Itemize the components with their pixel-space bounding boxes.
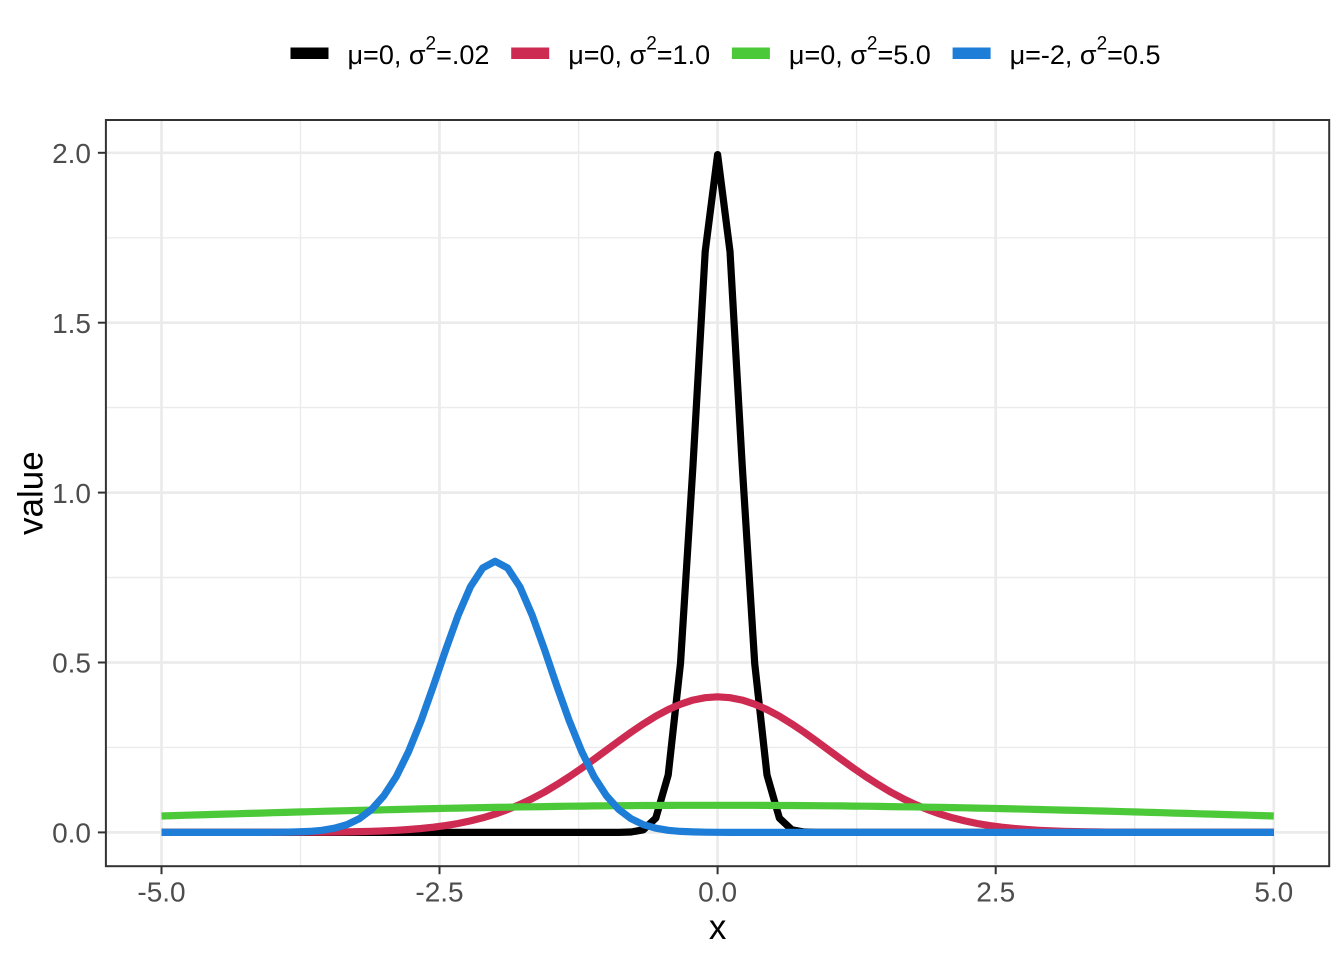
svg-text:μ=0, σ2=1.0: μ=0, σ2=1.0 (568, 33, 710, 70)
svg-text:5.0: 5.0 (1254, 877, 1293, 908)
svg-text:μ=0, σ2=.02: μ=0, σ2=.02 (348, 33, 490, 70)
svg-text:1.0: 1.0 (52, 478, 91, 509)
svg-text:-5.0: -5.0 (137, 877, 185, 908)
svg-text:μ=0, σ2=5.0: μ=0, σ2=5.0 (789, 33, 931, 70)
svg-text:value: value (12, 451, 51, 535)
svg-text:0.0: 0.0 (52, 818, 91, 849)
svg-text:-2.5: -2.5 (415, 877, 463, 908)
svg-text:0.5: 0.5 (52, 648, 91, 679)
svg-text:1.5: 1.5 (52, 308, 91, 339)
svg-text:2.5: 2.5 (976, 877, 1015, 908)
svg-text:2.0: 2.0 (52, 138, 91, 169)
svg-text:μ=-2, σ2=0.5: μ=-2, σ2=0.5 (1010, 33, 1161, 70)
svg-text:0.0: 0.0 (698, 877, 737, 908)
svg-text:x: x (709, 908, 727, 947)
